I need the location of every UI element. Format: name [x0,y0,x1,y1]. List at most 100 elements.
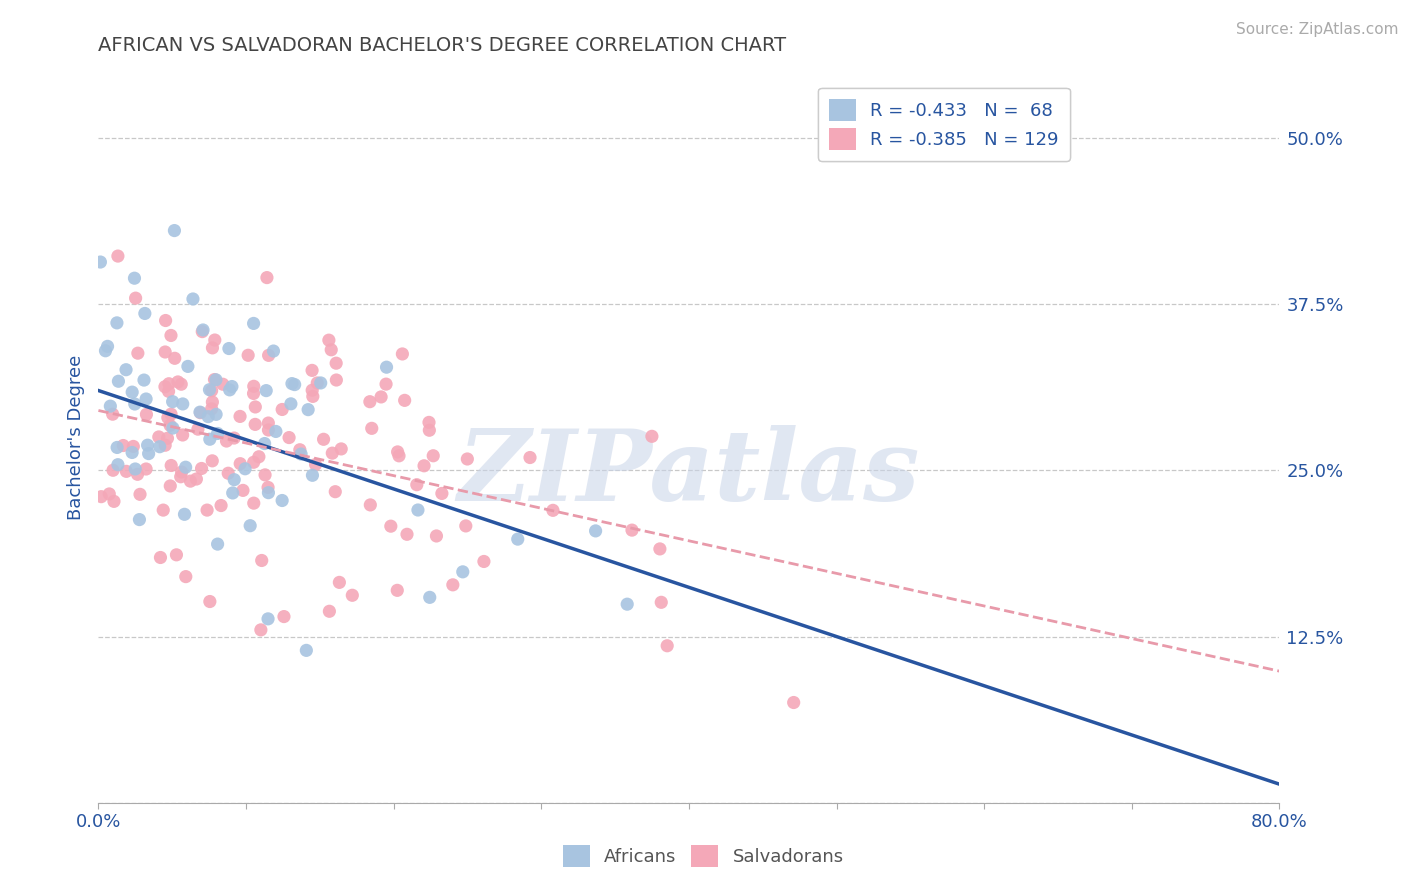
Point [375,360,398,375]
Point [187,422,209,436]
Point [650,595,672,609]
Point [406,503,429,517]
Point [318,333,340,347]
Point [256,270,278,285]
Point [218,342,240,356]
Point [264,425,287,439]
Point [165,548,187,562]
Point [242,386,264,401]
Point [122,439,145,453]
Point [163,223,186,237]
Point [105,441,128,455]
Point [153,438,176,452]
Point [115,362,138,376]
Point [90,490,112,504]
Point [101,463,124,477]
Point [173,508,195,522]
Legend: R = -0.433   N =  68, R = -0.385   N = 129: R = -0.433 N = 68, R = -0.385 N = 129 [818,87,1070,161]
Point [321,343,343,357]
Point [107,249,129,263]
Point [405,477,427,491]
Point [174,569,197,583]
Point [257,485,280,500]
Point [174,460,197,475]
Point [278,431,301,445]
Point [233,462,256,476]
Point [288,442,311,457]
Point [162,421,184,435]
Point [328,575,350,590]
Point [135,408,157,422]
Point [257,423,280,437]
Point [195,503,218,517]
Point [112,438,135,452]
Point [273,609,295,624]
Point [506,532,529,546]
Point [167,375,190,389]
Point [236,348,259,362]
Point [224,431,246,445]
Point [181,292,204,306]
Point [229,457,252,471]
Point [124,462,146,476]
Point [257,612,280,626]
Point [301,383,323,397]
Point [198,383,221,397]
Point [121,385,143,400]
Point [430,486,453,500]
Point [413,458,436,473]
Point [456,452,478,467]
Point [149,550,172,565]
Point [205,408,228,422]
Point [156,410,179,425]
Point [172,428,194,442]
Point [107,458,129,472]
Point [616,597,638,611]
Point [153,345,176,359]
Point [205,373,228,387]
Point [124,271,146,285]
Point [304,458,326,472]
Point [229,409,252,424]
Point [201,401,224,416]
Point [105,316,128,330]
Point [98,487,121,501]
Point [217,467,239,481]
Point [191,323,214,337]
Point [250,553,273,567]
Point [209,499,232,513]
Point [318,604,340,618]
Point [207,426,229,441]
Point [422,449,444,463]
Point [301,389,323,403]
Point [121,445,143,459]
Point [648,541,671,556]
Point [359,498,381,512]
Point [295,643,318,657]
Point [224,473,246,487]
Point [391,347,413,361]
Point [257,348,280,362]
Point [297,402,319,417]
Point [190,461,212,475]
Point [271,402,294,417]
Point [239,518,262,533]
Point [170,469,193,483]
Point [156,431,179,445]
Point [157,376,180,391]
Point [418,423,440,437]
Point [157,384,180,399]
Point [186,472,208,486]
Point [280,397,302,411]
Point [472,554,495,568]
Point [148,430,170,444]
Point [388,449,411,463]
Point [124,291,146,305]
Point [136,438,159,452]
Point [290,447,312,461]
Point [309,376,332,390]
Point [247,450,270,464]
Point [138,447,160,461]
Point [312,432,335,446]
Point [441,578,464,592]
